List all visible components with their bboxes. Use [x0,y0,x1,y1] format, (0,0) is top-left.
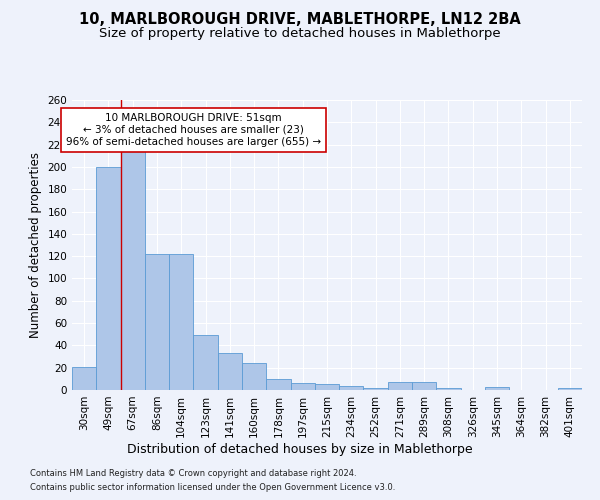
Y-axis label: Number of detached properties: Number of detached properties [29,152,42,338]
Bar [558,388,582,390]
Bar [218,353,242,390]
Bar [96,167,121,390]
Bar [412,382,436,390]
Bar [315,384,339,390]
Text: 10, MARLBOROUGH DRIVE, MABLETHORPE, LN12 2BA: 10, MARLBOROUGH DRIVE, MABLETHORPE, LN12… [79,12,521,28]
Text: Contains HM Land Registry data © Crown copyright and database right 2024.: Contains HM Land Registry data © Crown c… [30,468,356,477]
Text: Distribution of detached houses by size in Mablethorpe: Distribution of detached houses by size … [127,442,473,456]
Bar [290,384,315,390]
Text: Contains public sector information licensed under the Open Government Licence v3: Contains public sector information licen… [30,484,395,492]
Bar [388,382,412,390]
Text: Size of property relative to detached houses in Mablethorpe: Size of property relative to detached ho… [99,28,501,40]
Bar [169,254,193,390]
Bar [485,386,509,390]
Bar [145,254,169,390]
Bar [121,150,145,390]
Bar [339,386,364,390]
Bar [193,336,218,390]
Bar [72,366,96,390]
Bar [242,363,266,390]
Text: 10 MARLBOROUGH DRIVE: 51sqm
← 3% of detached houses are smaller (23)
96% of semi: 10 MARLBOROUGH DRIVE: 51sqm ← 3% of deta… [66,114,321,146]
Bar [436,388,461,390]
Bar [266,379,290,390]
Bar [364,388,388,390]
